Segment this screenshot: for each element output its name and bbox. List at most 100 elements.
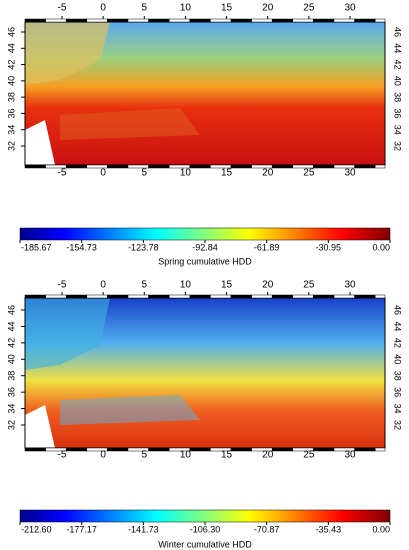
axis-bar <box>251 18 273 23</box>
map-2 <box>25 298 385 448</box>
lat-label: 40 <box>393 354 403 364</box>
lat-label: 34 <box>6 404 16 414</box>
colorbar-tick-label: 0.00 <box>372 524 390 534</box>
lon-label: 5 <box>142 168 148 179</box>
lon-label: 25 <box>303 450 315 461</box>
colorbar-tick-label: -123.78 <box>128 242 159 252</box>
axis-bar <box>374 294 386 299</box>
axis-bar <box>24 294 46 299</box>
colorbar <box>19 227 391 241</box>
colorbar-tick-label: -61.89 <box>254 242 280 252</box>
axis-bar <box>251 294 273 299</box>
axis-bar <box>45 18 67 23</box>
axis-bar <box>354 164 376 169</box>
colorbar-tick-label: -35.43 <box>316 524 342 534</box>
lon-label: 30 <box>344 450 356 461</box>
axis-bar <box>148 18 170 23</box>
colorbar-tick-label: -177.17 <box>66 524 97 534</box>
colorbar <box>19 509 391 523</box>
lat-label: 42 <box>6 338 16 348</box>
colorbar-tick-label: -92.84 <box>192 242 218 252</box>
lon-label: 10 <box>180 3 192 14</box>
lat-label: 46 <box>6 305 16 315</box>
lat-label: 38 <box>6 371 16 381</box>
lon-label: 0 <box>100 168 106 179</box>
axis-bar <box>271 447 294 452</box>
axis-bar <box>45 294 67 299</box>
lon-label: 10 <box>180 280 192 291</box>
map-1 <box>25 22 385 165</box>
axis-bar <box>374 164 386 169</box>
lat-label: 40 <box>6 354 16 364</box>
axis-bar <box>24 447 46 452</box>
lat-label: 34 <box>393 404 403 414</box>
axis-bar <box>107 164 129 169</box>
lat-label: 44 <box>393 43 403 53</box>
land-africa <box>60 395 200 425</box>
axis-bar <box>230 294 252 299</box>
lon-label: -5 <box>58 168 67 179</box>
colorbar-tick-label: -70.87 <box>254 524 280 534</box>
axis-bar <box>292 294 314 299</box>
lon-label: 0 <box>100 280 106 291</box>
axis-bar <box>127 294 149 299</box>
lon-label: 25 <box>303 3 315 14</box>
axis-bar <box>168 18 191 23</box>
axis-bar <box>230 164 252 169</box>
axis-bar <box>189 164 211 169</box>
lon-label: 25 <box>303 168 315 179</box>
lon-label: 30 <box>344 168 356 179</box>
lat-label: 36 <box>393 387 403 397</box>
lat-label: 34 <box>393 125 403 135</box>
axis-bar <box>230 447 252 452</box>
axis-bar <box>189 447 211 452</box>
lon-label: 25 <box>303 280 315 291</box>
axis-bar <box>86 18 108 23</box>
colorbar-label: Winter cumulative HDD <box>158 539 252 549</box>
axis-bar <box>65 447 88 452</box>
axis-bar <box>292 18 314 23</box>
axis-bar <box>107 18 129 23</box>
lat-label: 32 <box>393 420 403 430</box>
lat-label: 46 <box>393 27 403 37</box>
land-africa <box>60 108 200 140</box>
colorbar-tick-label: 0.00 <box>372 242 390 252</box>
colorbar-tick-label: -141.73 <box>128 524 159 534</box>
lon-label: 5 <box>142 450 148 461</box>
axis-bar <box>148 447 170 452</box>
axis-bar <box>271 164 294 169</box>
axis-bar <box>333 18 355 23</box>
axis-bar <box>313 18 335 23</box>
axis-bar <box>271 18 294 23</box>
lon-label: 0 <box>100 450 106 461</box>
lon-label: 10 <box>180 450 192 461</box>
lon-label: 5 <box>142 280 148 291</box>
colorbar-tick-label: -212.60 <box>21 524 52 534</box>
land-iberia <box>25 298 110 370</box>
lat-label: 42 <box>393 60 403 70</box>
axis-bar <box>354 18 376 23</box>
lon-label: 30 <box>344 280 356 291</box>
axis-bar <box>230 18 252 23</box>
lat-label: 44 <box>393 321 403 331</box>
colorbar-tick-label: -185.67 <box>21 242 52 252</box>
lat-label: 46 <box>393 305 403 315</box>
lon-label: 0 <box>100 3 106 14</box>
lon-label: 20 <box>262 3 274 14</box>
colorbar-tick-label: -30.95 <box>316 242 342 252</box>
axis-bar <box>148 294 170 299</box>
lat-label: 40 <box>393 76 403 86</box>
axis-bar <box>168 294 191 299</box>
lat-label: 42 <box>393 338 403 348</box>
axis-bar <box>65 294 88 299</box>
axis-bar <box>107 447 129 452</box>
lat-label: 38 <box>393 92 403 102</box>
axis-bar <box>313 294 335 299</box>
axis-bar <box>24 164 46 169</box>
axis-bar <box>354 294 376 299</box>
lon-label: 15 <box>221 3 233 14</box>
axis-bar <box>189 18 211 23</box>
lat-label: 46 <box>6 27 16 37</box>
blank-corner <box>25 405 55 448</box>
lat-label: 34 <box>6 125 16 135</box>
